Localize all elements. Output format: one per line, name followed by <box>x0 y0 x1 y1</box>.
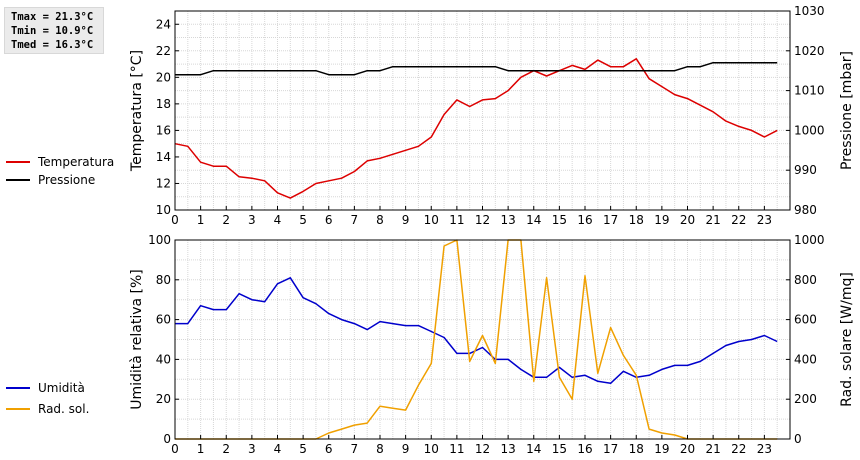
hum-ytick-right-label: 600 <box>794 313 817 327</box>
hum-ytick-left-label: 20 <box>156 392 171 406</box>
hum-xtick-label: 12 <box>475 442 490 456</box>
hum-xtick-label: 21 <box>705 442 720 456</box>
tmed-label: Tmed = 16.3°C <box>11 39 94 51</box>
hum-xtick-label: 9 <box>402 442 410 456</box>
temp-ytick-left-label: 10 <box>156 203 171 217</box>
hum-xtick-label: 8 <box>376 442 384 456</box>
hum-xtick-label: 6 <box>325 442 333 456</box>
temp-left-axis-title: Temperatura [°C] <box>129 50 145 172</box>
hum-ytick-left-label: 0 <box>163 432 171 446</box>
hum-xtick-label: 4 <box>274 442 282 456</box>
hum-ytick-right-label: 0 <box>794 432 802 446</box>
temp-xtick-label: 0 <box>171 213 179 227</box>
hum-xtick-label: 0 <box>171 442 179 456</box>
temp-ytick-right-label: 1010 <box>794 84 825 98</box>
hum-xtick-label: 2 <box>222 442 230 456</box>
temp-xtick-label: 2 <box>222 213 230 227</box>
hum-xtick-label: 23 <box>757 442 772 456</box>
hum-legend-label-0: Umidità <box>38 381 85 395</box>
temp-xtick-label: 21 <box>705 213 720 227</box>
hum-ytick-left-label: 80 <box>156 273 171 287</box>
temp-xtick-label: 18 <box>629 213 644 227</box>
temp-xtick-label: 1 <box>197 213 205 227</box>
temp-xtick-label: 6 <box>325 213 333 227</box>
tmin-label: Tmin = 10.9°C <box>11 25 94 37</box>
temp-xtick-label: 10 <box>424 213 439 227</box>
temp-xtick-label: 22 <box>731 213 746 227</box>
temp-ytick-right-label: 1030 <box>794 4 825 18</box>
hum-ytick-left-label: 60 <box>156 313 171 327</box>
temp-xtick-label: 4 <box>274 213 282 227</box>
temp-xtick-label: 19 <box>654 213 669 227</box>
hum-right-axis-title: Rad. solare [W/mq] <box>839 272 855 407</box>
temp-xtick-label: 23 <box>757 213 772 227</box>
temp-ytick-right-label: 990 <box>794 163 817 177</box>
hum-xtick-label: 3 <box>248 442 256 456</box>
temp-xtick-label: 16 <box>577 213 592 227</box>
temp-ytick-left-label: 14 <box>156 150 171 164</box>
temp-xtick-label: 5 <box>299 213 307 227</box>
temp-ytick-right-label: 1020 <box>794 44 825 58</box>
hum-xtick-label: 13 <box>500 442 515 456</box>
hum-xtick-label: 11 <box>449 442 464 456</box>
hum-legend-label-1: Rad. sol. <box>38 402 89 416</box>
stats-box: Tmax = 21.3°C Tmin = 10.9°C Tmed = 16.3°… <box>4 7 104 54</box>
hum-xtick-label: 7 <box>351 442 359 456</box>
temp-ytick-left-label: 24 <box>156 17 171 31</box>
temp-ytick-right-label: 1000 <box>794 123 825 137</box>
hum-xtick-label: 19 <box>654 442 669 456</box>
hum-xtick-label: 1 <box>197 442 205 456</box>
hum-xtick-label: 22 <box>731 442 746 456</box>
temp-ytick-right-label: 980 <box>794 203 817 217</box>
hum-xtick-label: 14 <box>526 442 541 456</box>
hum-xtick-label: 16 <box>577 442 592 456</box>
tmax-label: Tmax = 21.3°C <box>11 11 94 23</box>
hum-xtick-label: 20 <box>680 442 695 456</box>
temp-xtick-label: 13 <box>500 213 515 227</box>
temp-ytick-left-label: 20 <box>156 70 171 84</box>
temp-xtick-label: 14 <box>526 213 541 227</box>
hum-series-0-line <box>175 277 778 385</box>
hum-ytick-right-label: 800 <box>794 273 817 287</box>
temp-xtick-label: 8 <box>376 213 384 227</box>
temp-series-1-line <box>175 61 778 76</box>
hum-ytick-right-label: 200 <box>794 392 817 406</box>
hum-ytick-left-label: 100 <box>148 233 171 247</box>
hum-ytick-right-label: 400 <box>794 352 817 366</box>
temp-right-axis-title: Pressione [mbar] <box>839 51 855 170</box>
temp-series-0-line <box>174 58 778 199</box>
temp-xtick-label: 15 <box>552 213 567 227</box>
hum-left-axis-title: Umidità relativa [%] <box>129 269 145 410</box>
hum-xtick-label: 15 <box>552 442 567 456</box>
temp-ytick-left-label: 22 <box>156 44 171 58</box>
temp-legend-label-0: Temperatura <box>37 155 114 169</box>
temp-xtick-label: 20 <box>680 213 695 227</box>
temp-xtick-label: 12 <box>475 213 490 227</box>
hum-xtick-label: 5 <box>299 442 307 456</box>
temp-xtick-label: 9 <box>402 213 410 227</box>
temp-legend-label-1: Pressione <box>38 173 95 187</box>
hum-xtick-label: 17 <box>603 442 618 456</box>
temp-ytick-left-label: 18 <box>156 97 171 111</box>
temp-xtick-label: 17 <box>603 213 618 227</box>
hum-ytick-left-label: 40 <box>156 352 171 366</box>
hum-ytick-right-label: 1000 <box>794 233 825 247</box>
hum-xtick-label: 18 <box>629 442 644 456</box>
temp-ytick-left-label: 16 <box>156 123 171 137</box>
temp-xtick-label: 3 <box>248 213 256 227</box>
temp-xtick-label: 11 <box>449 213 464 227</box>
temp-xtick-label: 7 <box>351 213 359 227</box>
temp-ytick-left-label: 12 <box>156 176 171 190</box>
hum-xtick-label: 10 <box>424 442 439 456</box>
temp-frame <box>174 10 791 211</box>
